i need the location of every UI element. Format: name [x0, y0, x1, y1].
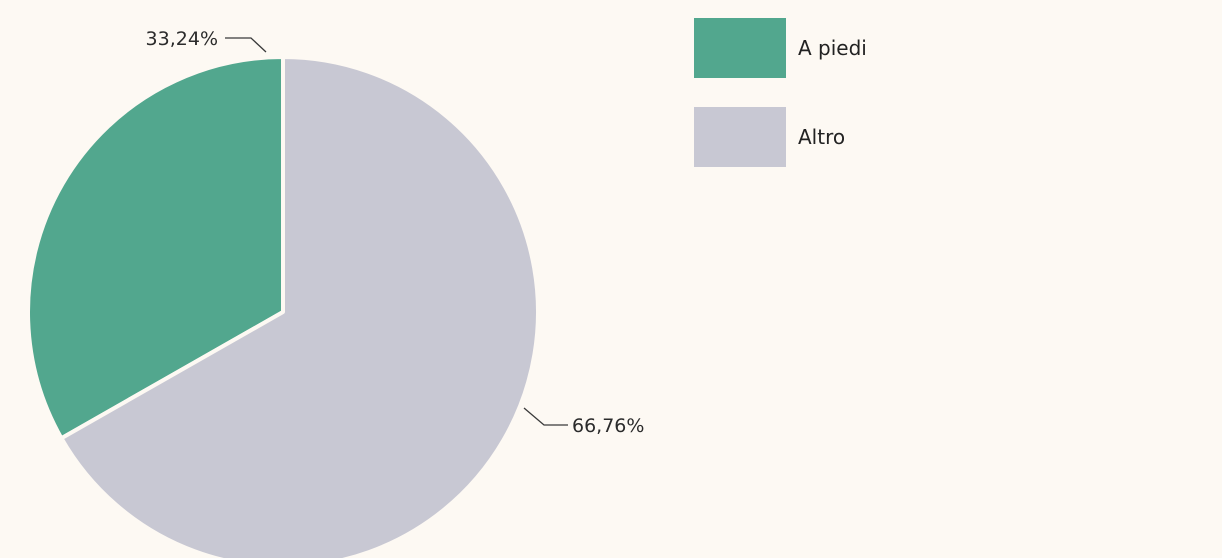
pie-slice-altro — [59, 55, 540, 558]
legend-label-altro: Altro — [798, 125, 846, 149]
label-group-altro: 66,76% — [523, 407, 644, 437]
legend-label-a-piedi: A piedi — [798, 36, 867, 60]
slice-label-a-piedi: 33,24% — [146, 28, 218, 50]
label-group-a-piedi: 33,24% — [146, 28, 267, 53]
pie-slice-a-piedi — [26, 55, 285, 441]
legend-swatch-altro — [694, 107, 786, 167]
leader-line-altro — [523, 407, 568, 426]
legend-swatch-a-piedi — [694, 18, 786, 78]
leader-line-a-piedi — [225, 37, 267, 53]
pie-slices — [26, 55, 540, 558]
slice-label-altro: 66,76% — [572, 415, 644, 437]
